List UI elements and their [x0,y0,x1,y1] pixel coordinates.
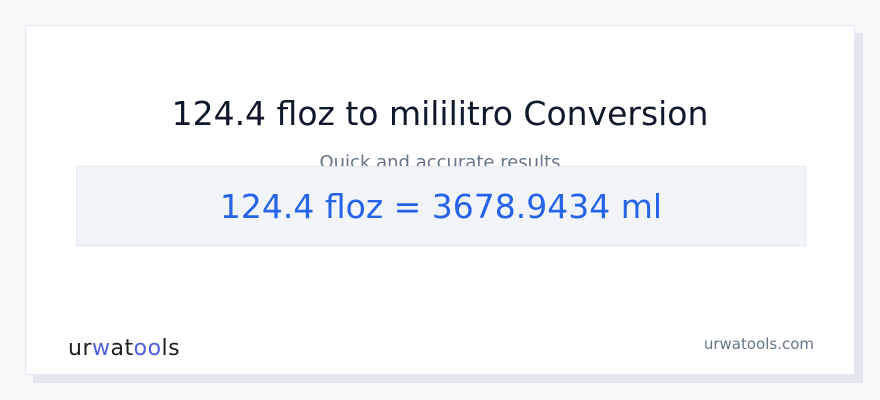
page-title: 124.4 floz to mililitro Conversion [171,94,709,133]
urwatools-logo: urwatools [68,336,181,361]
site-link[interactable]: urwatools.com [703,335,814,353]
conversion-result: 124.4 floz = 3678.9434 ml [76,166,806,246]
conversion-card: 124.4 floz to mililitro Conversion Quick… [25,25,855,375]
result-text: 124.4 floz = 3678.9434 ml [219,186,663,226]
